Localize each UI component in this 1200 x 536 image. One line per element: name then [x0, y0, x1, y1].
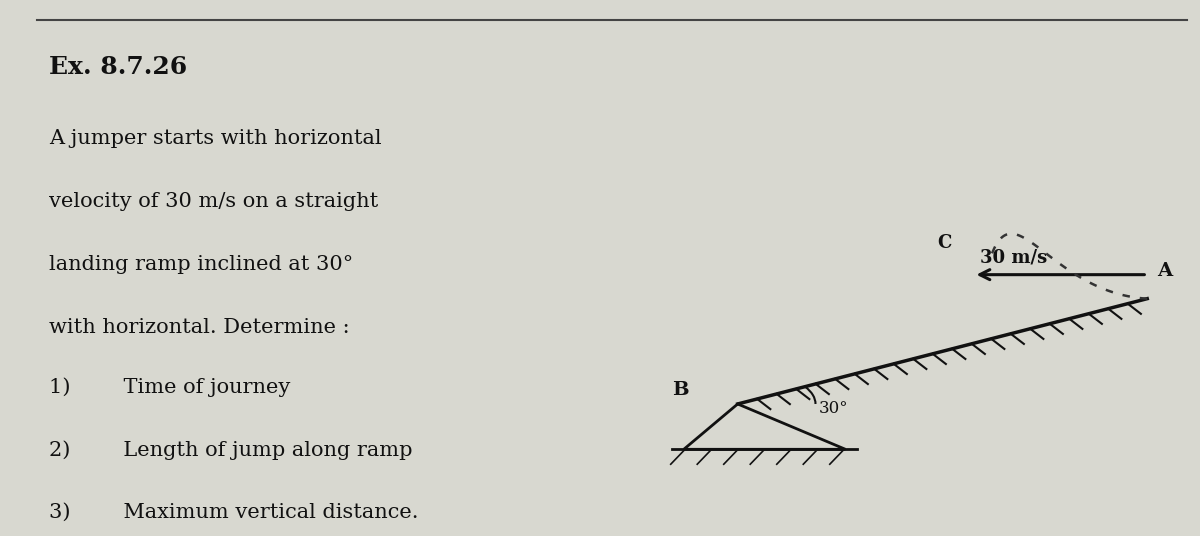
Text: 2)        Length of jump along ramp: 2) Length of jump along ramp — [49, 440, 413, 460]
Text: Ex. 8.7.26: Ex. 8.7.26 — [49, 55, 187, 79]
Text: landing ramp inclined at 30°: landing ramp inclined at 30° — [49, 255, 354, 274]
Text: A jumper starts with horizontal: A jumper starts with horizontal — [49, 129, 382, 148]
Text: 30 m/s: 30 m/s — [979, 249, 1046, 267]
Text: A: A — [1157, 262, 1172, 280]
Text: C: C — [937, 234, 952, 252]
Text: velocity of 30 m/s on a straight: velocity of 30 m/s on a straight — [49, 192, 378, 211]
Text: 1)        Time of journey: 1) Time of journey — [49, 377, 290, 397]
Text: with horizontal. Determine :: with horizontal. Determine : — [49, 318, 350, 337]
Text: 3)        Maximum vertical distance.: 3) Maximum vertical distance. — [49, 503, 419, 522]
Text: B: B — [672, 381, 689, 399]
Text: 30°: 30° — [820, 400, 848, 418]
